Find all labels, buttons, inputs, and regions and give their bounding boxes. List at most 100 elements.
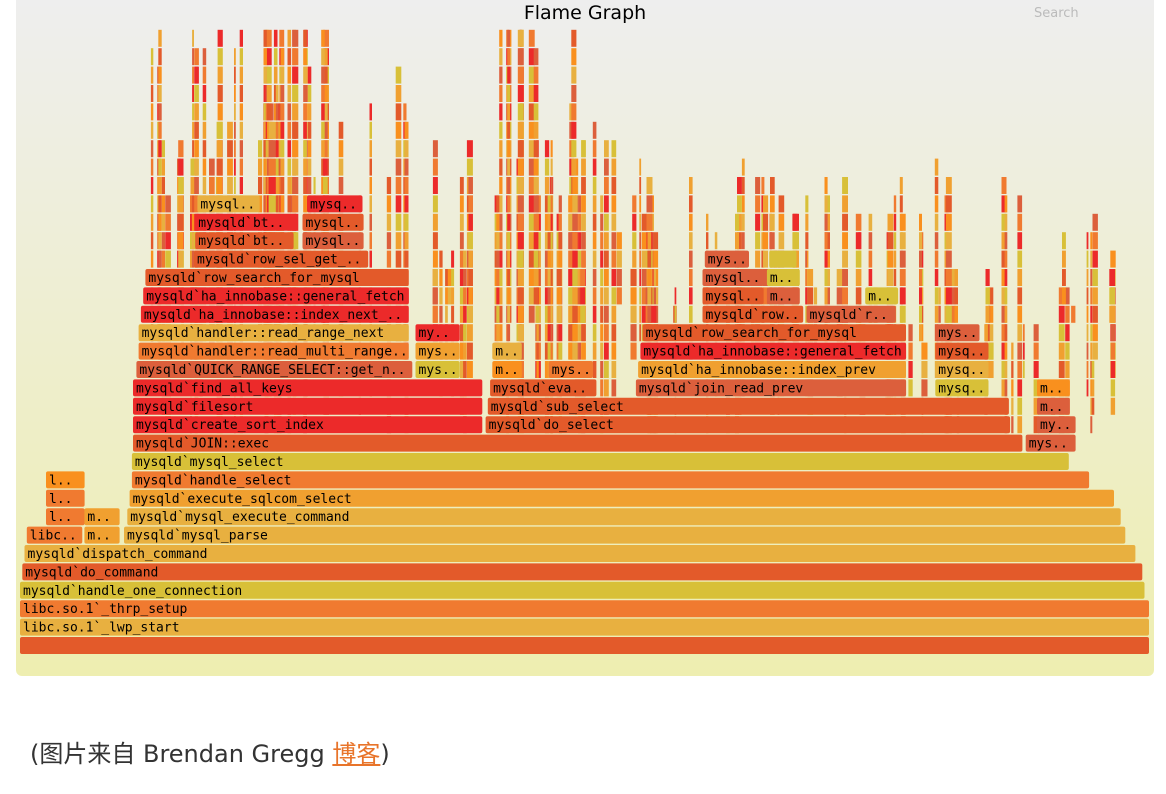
flame-frame-box[interactable] <box>1037 397 1070 415</box>
flame-frame[interactable]: mysqld`r.. <box>806 305 896 323</box>
flame-frame-box[interactable] <box>136 361 413 378</box>
flame-frame[interactable]: mysqld`handler::read_range_next <box>138 324 409 342</box>
flame-frame-box[interactable] <box>129 489 1115 507</box>
flame-frame[interactable]: mysqld`sub_select <box>487 397 1009 415</box>
flame-frame-box[interactable] <box>769 250 797 268</box>
flame-frame-box[interactable] <box>84 526 120 544</box>
flame-frame-box[interactable] <box>1037 379 1070 397</box>
flame-frame[interactable]: mysqld`bt.. <box>195 232 294 250</box>
flame-frame[interactable]: mysq.. <box>935 361 989 378</box>
flame-frame[interactable]: my.. <box>1037 416 1076 434</box>
flame-frame-box[interactable] <box>20 637 1149 654</box>
flame-frame[interactable]: mysqld`mysql_parse <box>124 526 1126 544</box>
flame-frame[interactable]: l.. <box>46 471 85 489</box>
flame-frame[interactable]: mysql.. <box>702 287 764 305</box>
flame-frame[interactable]: mysqld`handle_one_connection <box>20 581 1145 599</box>
flame-frame-box[interactable] <box>24 545 1136 562</box>
flame-frame[interactable]: mysql.. <box>302 213 364 231</box>
flame-frame-box[interactable] <box>84 508 120 526</box>
blog-link[interactable]: 博客 <box>332 740 381 768</box>
flame-frame-box[interactable] <box>195 232 294 250</box>
flame-frame-box[interactable] <box>702 305 804 323</box>
flame-frame-box[interactable] <box>307 195 363 213</box>
flame-frame[interactable]: mysqld`ha_innobase::general_fetch <box>143 287 409 305</box>
flame-frame[interactable]: libc.so.1`_thrp_setup <box>20 600 1149 618</box>
flame-frame-box[interactable] <box>127 508 1121 526</box>
flame-frame[interactable]: mysq.. <box>935 379 989 397</box>
flame-frame-box[interactable] <box>133 434 1023 452</box>
flame-frame-box[interactable] <box>642 324 906 342</box>
flame-frame[interactable]: mysqld`handler::read_multi_range.. <box>138 342 409 360</box>
flame-frame[interactable]: m.. <box>492 342 522 360</box>
flame-frame[interactable]: mys.. <box>935 324 980 342</box>
flame-frame-box[interactable] <box>548 361 593 378</box>
flame-frame-box[interactable] <box>766 269 800 286</box>
flame-frame-box[interactable] <box>766 287 800 305</box>
search-link[interactable]: Search <box>1034 6 1079 21</box>
flame-frame-box[interactable] <box>46 471 85 489</box>
flame-frame[interactable]: libc.. <box>26 526 83 544</box>
flame-frame-box[interactable] <box>865 287 899 305</box>
flame-frame-box[interactable] <box>26 526 83 544</box>
flame-frame[interactable]: mys.. <box>415 342 460 360</box>
flame-frame[interactable]: mysqld`mysql_execute_command <box>127 508 1121 526</box>
flame-frame-box[interactable] <box>1037 416 1076 434</box>
flame-frame[interactable]: mysqld`row_search_for_mysql <box>145 269 409 286</box>
flame-frame-box[interactable] <box>131 471 1090 489</box>
flame-frame[interactable]: mysqld`JOIN::exec <box>133 434 1023 452</box>
flame-frame-box[interactable] <box>638 361 906 378</box>
flame-frame-box[interactable] <box>124 526 1126 544</box>
flame-frame-box[interactable] <box>806 305 896 323</box>
flame-frame-box[interactable] <box>302 213 364 231</box>
flame-frame[interactable]: mysqld`ha_innobase::index_next_.. <box>140 305 409 323</box>
flame-frame[interactable]: mysqld`ha_innobase::general_fetch <box>640 342 907 360</box>
flame-frame[interactable]: mys.. <box>548 361 593 378</box>
flame-frame-box[interactable] <box>485 416 1011 434</box>
flame-frame[interactable]: mys.. <box>415 361 460 378</box>
flame-frame-box[interactable] <box>487 397 1009 415</box>
flame-frame[interactable]: mysqld`row.. <box>702 305 804 323</box>
flame-frame-box[interactable] <box>133 416 483 434</box>
flame-frame-box[interactable] <box>1025 434 1076 452</box>
flame-frame-box[interactable] <box>20 581 1145 599</box>
flame-frame[interactable]: mysql.. <box>702 269 764 286</box>
flame-frame[interactable]: m.. <box>1037 397 1070 415</box>
flame-frame[interactable]: mysqld`create_sort_index <box>133 416 483 434</box>
flame-frame-box[interactable] <box>145 269 409 286</box>
flame-frame-box[interactable] <box>704 250 749 268</box>
flame-frame-box[interactable] <box>46 489 85 507</box>
flame-frame[interactable]: mysqld`do_select <box>485 416 1011 434</box>
flame-frame-box[interactable] <box>20 600 1149 618</box>
flame-frame[interactable] <box>20 637 1149 654</box>
flame-frame-box[interactable] <box>194 250 369 268</box>
flame-frame[interactable]: mysqld`dispatch_command <box>24 545 1136 562</box>
flame-frame-box[interactable] <box>640 342 907 360</box>
flame-frame-box[interactable] <box>702 287 764 305</box>
flame-frame[interactable]: mysqld`mysql_select <box>131 453 1069 470</box>
flame-frame-box[interactable] <box>935 379 989 397</box>
flame-frame[interactable]: mysqld`join_read_prev <box>635 379 907 397</box>
flame-frame-box[interactable] <box>935 361 989 378</box>
flame-frame[interactable]: mys.. <box>1025 434 1076 452</box>
flame-frame[interactable]: my.. <box>415 324 460 342</box>
flame-frame-box[interactable] <box>302 232 364 250</box>
flame-frame[interactable]: m.. <box>84 526 120 544</box>
flame-frame-box[interactable] <box>935 342 989 360</box>
flame-frame-box[interactable] <box>22 563 1143 581</box>
flame-frame[interactable]: m.. <box>492 361 522 378</box>
flame-frame-box[interactable] <box>133 397 483 415</box>
flame-frame[interactable]: mys.. <box>704 250 749 268</box>
flame-frame[interactable]: l.. <box>46 489 85 507</box>
flame-frame[interactable]: mysqld`filesort <box>133 397 483 415</box>
flame-frame-box[interactable] <box>46 508 85 526</box>
flame-frame[interactable]: mysql.. <box>302 232 364 250</box>
flame-frame[interactable]: m.. <box>766 287 800 305</box>
flame-frame[interactable]: mysqld`handle_select <box>131 471 1090 489</box>
flame-frame[interactable]: mysqld`ha_innobase::index_prev <box>638 361 906 378</box>
flame-frame[interactable]: mysqld`row_search_for_mysql <box>642 324 906 342</box>
flame-frame-box[interactable] <box>415 324 460 342</box>
flame-frame[interactable]: mysql.. <box>197 195 260 213</box>
flame-frame-box[interactable] <box>133 379 483 397</box>
flame-frame-box[interactable] <box>143 287 409 305</box>
flame-frame[interactable]: mysqld`bt.. <box>195 213 294 231</box>
